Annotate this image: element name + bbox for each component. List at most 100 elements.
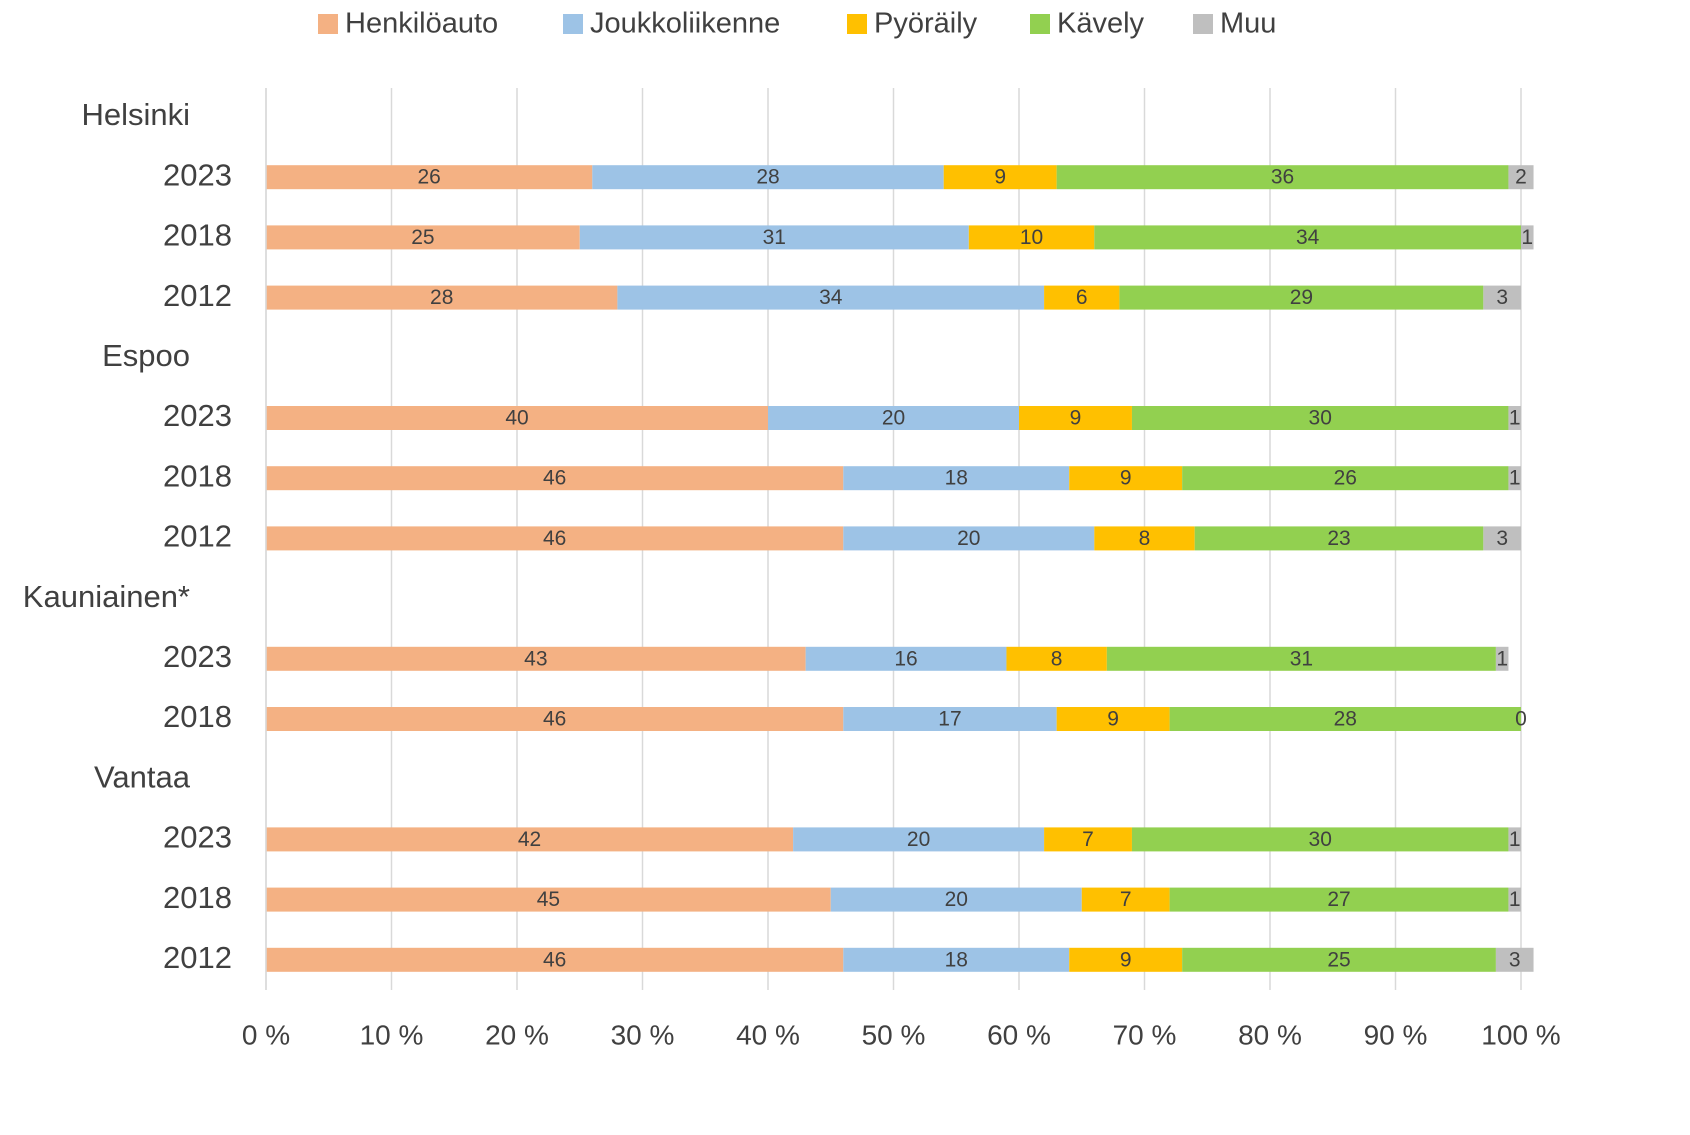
bar-segment [1044, 827, 1132, 852]
data-label: 20 [882, 407, 905, 430]
data-label: 1 [1509, 467, 1521, 490]
data-label: 20 [957, 527, 980, 550]
data-label: 9 [1107, 708, 1119, 731]
data-label: 9 [994, 166, 1006, 189]
bar-segment [266, 225, 580, 250]
bar-segment [266, 165, 593, 190]
x-tick-label: 30 % [611, 1019, 675, 1050]
bar-segment [266, 526, 844, 551]
data-label: 20 [907, 828, 930, 851]
bar-segment [1483, 526, 1521, 551]
data-label: 8 [1051, 647, 1063, 670]
bar-segment [843, 466, 1070, 491]
x-tick-label: 80 % [1238, 1019, 1302, 1050]
data-label: 46 [543, 948, 566, 971]
data-label: 29 [1290, 286, 1313, 309]
data-label: 40 [505, 407, 528, 430]
x-tick-label: 20 % [485, 1019, 549, 1050]
data-label: 3 [1509, 948, 1521, 971]
bar-segment [830, 887, 1082, 912]
x-tick-label: 90 % [1364, 1019, 1428, 1050]
bar-segment [805, 646, 1007, 671]
bar-segment [592, 165, 944, 190]
group-label: Espoo [102, 338, 190, 373]
category-label: 2018 [163, 218, 232, 253]
data-label: 23 [1327, 527, 1350, 550]
data-label: 18 [945, 467, 968, 490]
group-label: Vantaa [94, 759, 191, 794]
category-label: 2023 [163, 398, 232, 433]
data-label: 1 [1496, 647, 1508, 670]
category-label: 2023 [163, 639, 232, 674]
x-tick-label: 100 % [1481, 1019, 1560, 1050]
bar-segment [1131, 827, 1509, 852]
category-label: 2018 [163, 880, 232, 915]
data-label: 9 [1070, 407, 1082, 430]
bar-segment [1119, 285, 1484, 310]
legend-swatch [847, 14, 867, 34]
bar-segment [1169, 887, 1509, 912]
bar-segment [1495, 947, 1534, 972]
bar-segment [266, 947, 844, 972]
x-tick-label: 10 % [360, 1019, 424, 1050]
bar-segment [1131, 406, 1509, 430]
data-label: 30 [1309, 828, 1332, 851]
data-label: 25 [411, 226, 434, 249]
legend-label: Joukkoliikenne [590, 8, 780, 40]
category-label: 2012 [163, 940, 232, 975]
bar-segment [266, 646, 806, 671]
bar-segment [1483, 285, 1521, 310]
category-label: 2023 [163, 157, 232, 192]
data-label: 2 [1515, 166, 1527, 189]
legend-swatch [318, 14, 338, 34]
data-label: 46 [543, 527, 566, 550]
data-label: 16 [894, 647, 917, 670]
bar-segment [1508, 887, 1521, 912]
data-label: 9 [1120, 467, 1132, 490]
legend-swatch [1193, 14, 1213, 34]
data-label: 9 [1120, 948, 1132, 971]
data-label: 17 [938, 708, 961, 731]
bar-segment [768, 406, 1019, 430]
data-label: 1 [1521, 226, 1533, 249]
category-label: 2023 [163, 820, 232, 855]
data-label: 31 [1290, 647, 1313, 670]
bar-segment [1508, 466, 1521, 491]
bar-segment [266, 406, 768, 430]
data-label: 8 [1139, 527, 1151, 550]
data-label: 20 [945, 888, 968, 911]
bar-segment [266, 827, 794, 852]
x-tick-label: 40 % [736, 1019, 800, 1050]
data-label: 6 [1076, 286, 1088, 309]
data-label: 42 [518, 828, 541, 851]
data-label: 1 [1509, 828, 1521, 851]
data-label: 36 [1271, 166, 1294, 189]
data-label: 45 [537, 888, 560, 911]
data-label: 10 [1020, 226, 1043, 249]
bar-segment [617, 285, 1045, 310]
category-label: 2012 [163, 278, 232, 313]
data-label: 26 [1334, 467, 1357, 490]
x-tick-label: 50 % [862, 1019, 926, 1050]
data-label: 31 [763, 226, 786, 249]
data-label: 34 [819, 286, 843, 309]
data-label: 27 [1327, 888, 1350, 911]
data-label: 43 [524, 647, 547, 670]
bar-segment [1081, 887, 1170, 912]
bar-segment [1194, 526, 1484, 551]
bar-segment [1508, 827, 1521, 852]
bar-segment [266, 887, 831, 912]
bar-segment [1508, 165, 1534, 190]
bar-segment [1056, 707, 1170, 731]
bar-segment [1508, 406, 1521, 430]
legend-label: Henkilöauto [345, 8, 498, 40]
legend-label: Pyöräily [874, 8, 978, 40]
legend-swatch [563, 14, 583, 34]
bar-segment [1182, 947, 1496, 972]
bar-segment [1019, 406, 1132, 430]
data-label: 46 [543, 708, 566, 731]
bar-segment [843, 947, 1070, 972]
bar-segment [1069, 947, 1183, 972]
x-tick-label: 70 % [1113, 1019, 1177, 1050]
